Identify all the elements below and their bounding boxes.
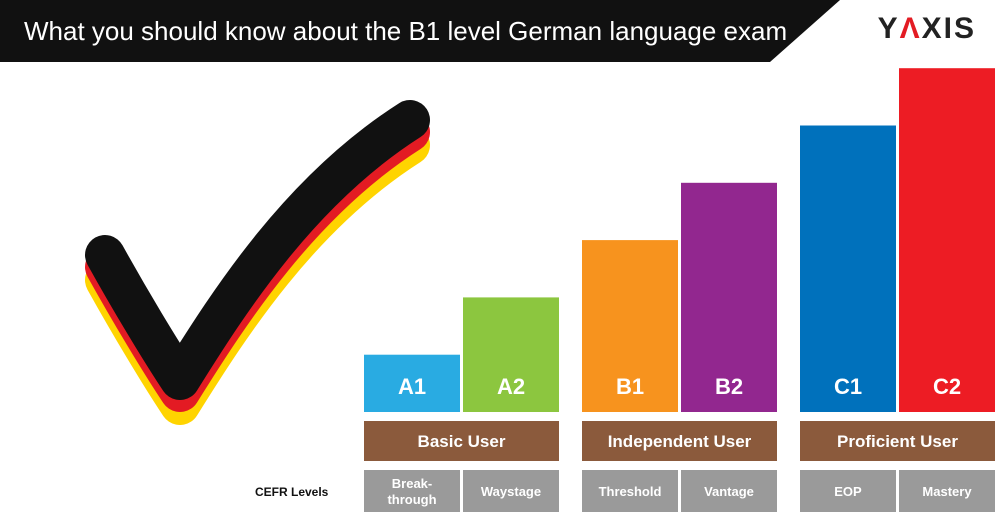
descriptor-box	[463, 470, 559, 512]
group-label: Proficient User	[837, 432, 958, 451]
yaxis-logo: YΛXIS	[878, 12, 976, 46]
group-box	[364, 421, 559, 461]
group-box	[582, 421, 777, 461]
group-label: Independent User	[608, 432, 752, 451]
bar-label-a2: A2	[497, 374, 525, 399]
descriptor-box	[899, 470, 995, 512]
logo-part-left: Y	[877, 12, 900, 45]
bar-b1	[582, 240, 678, 412]
german-checkmark-icon	[85, 100, 430, 425]
bar-label-b1: B1	[616, 374, 644, 399]
bar-a1	[364, 354, 460, 412]
bar-label-c2: C2	[933, 374, 961, 399]
descriptor-box	[800, 470, 896, 512]
descriptor-box	[681, 470, 777, 512]
descriptor-label: Waystage	[481, 484, 541, 499]
bar-label-a1: A1	[398, 374, 426, 399]
descriptor-label: Break-through	[387, 476, 436, 507]
bar-c1	[800, 125, 896, 412]
descriptor-label: Mastery	[922, 484, 972, 499]
descriptor-box	[582, 470, 678, 512]
title-bar	[0, 0, 840, 62]
bar-c2	[899, 68, 995, 412]
bar-b2	[681, 182, 777, 412]
logo-part-right: XIS	[921, 12, 976, 45]
page-title: What you should know about the B1 level …	[24, 16, 788, 46]
bar-a2	[463, 297, 559, 412]
descriptor-label: EOP	[834, 484, 862, 499]
logo-accent: Λ	[899, 12, 922, 45]
group-label: Basic User	[418, 432, 506, 451]
descriptor-label: Vantage	[704, 484, 754, 499]
descriptor-box	[364, 470, 460, 512]
bar-label-b2: B2	[715, 374, 743, 399]
bar-label-c1: C1	[834, 374, 862, 399]
group-box	[800, 421, 995, 461]
cefr-levels-label: CEFR Levels	[255, 485, 329, 499]
descriptor-label: Threshold	[599, 484, 662, 499]
